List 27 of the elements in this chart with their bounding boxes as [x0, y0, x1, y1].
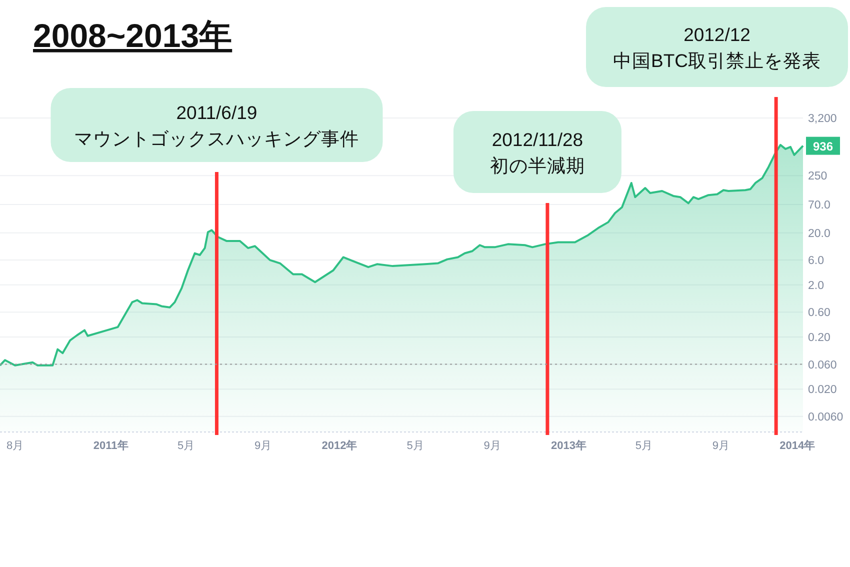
- y-tick-label: 6.0: [808, 255, 824, 268]
- x-tick-label: 9月: [254, 440, 272, 452]
- x-tick-label: 5月: [635, 440, 652, 452]
- x-tick-label: 5月: [406, 440, 424, 452]
- x-tick-label: 9月: [712, 440, 730, 452]
- ref-line-label: 2011/6/19 マウントゴックスハッキング事件: [74, 102, 360, 149]
- ref-line-label: 2012/12 中国BTC取引禁止を発表: [613, 24, 821, 71]
- x-tick-label: 2011年: [93, 439, 128, 452]
- x-tick-label: 2013年: [550, 439, 586, 452]
- y-tick-label: 0.0060: [808, 411, 844, 424]
- x-tick-label: 2014年: [780, 439, 816, 452]
- x-tick-label: 5月: [177, 440, 195, 452]
- y-tick-label: 70.0: [808, 199, 830, 212]
- x-tick-label: 9月: [484, 440, 501, 452]
- chart-title: 2008~2013年: [33, 17, 232, 54]
- y-tick-label: 3,200: [808, 113, 837, 126]
- y-tick-label: 0.020: [808, 384, 837, 396]
- y-tick-label: 250: [808, 170, 828, 183]
- x-tick-label: 2012年: [322, 439, 358, 452]
- x-tick-label: 8月: [6, 440, 24, 452]
- y-tick-label: 20.0: [808, 228, 830, 240]
- y-tick-label: 0.20: [808, 332, 830, 344]
- data-label: 936: [812, 139, 834, 154]
- y-tick-label: 0.60: [808, 307, 830, 320]
- ref-line-label: 2012/11/28 初の半減期: [490, 129, 585, 176]
- y-tick-label: 2.0: [808, 280, 824, 292]
- y-tick-label: 0.060: [808, 359, 837, 372]
